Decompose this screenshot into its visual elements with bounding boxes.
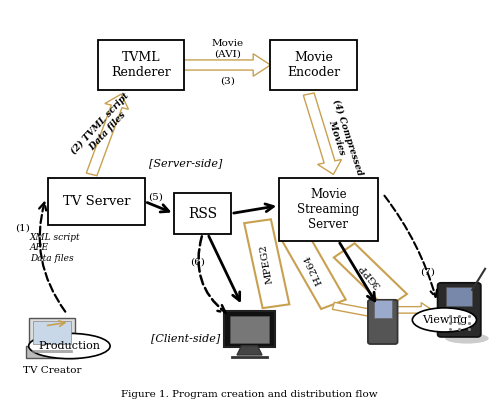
Text: (1): (1): [15, 223, 30, 232]
Text: Figure 1. Program creation and distribution flow: Figure 1. Program creation and distribut…: [121, 389, 378, 399]
FancyBboxPatch shape: [26, 346, 78, 359]
Ellipse shape: [445, 333, 489, 344]
Polygon shape: [237, 346, 262, 355]
Text: (3): (3): [220, 77, 235, 85]
Bar: [270, 40, 357, 90]
Bar: [174, 193, 231, 234]
Text: (2) TVML script
     Data files: (2) TVML script Data files: [69, 91, 138, 163]
Polygon shape: [332, 302, 398, 324]
Text: Viewing: Viewing: [422, 315, 467, 325]
FancyBboxPatch shape: [438, 283, 481, 337]
Text: (7): (7): [420, 267, 435, 276]
Text: TV Creator: TV Creator: [23, 365, 81, 374]
FancyBboxPatch shape: [368, 300, 398, 344]
Ellipse shape: [28, 333, 110, 359]
FancyBboxPatch shape: [446, 287, 472, 306]
Bar: [279, 178, 378, 241]
Text: Movie
(AVI): Movie (AVI): [211, 39, 244, 59]
Text: (5): (5): [148, 193, 163, 202]
Ellipse shape: [412, 308, 477, 332]
Bar: [48, 178, 145, 225]
Polygon shape: [281, 230, 346, 309]
Text: (4) Compressed
      Movies: (4) Compressed Movies: [321, 98, 364, 180]
Bar: [98, 40, 184, 90]
Text: TVML
Renderer: TVML Renderer: [111, 51, 171, 79]
Text: Movie
Streaming
Server: Movie Streaming Server: [297, 188, 360, 231]
Text: (6): (6): [190, 257, 205, 266]
Polygon shape: [334, 243, 407, 308]
Polygon shape: [184, 54, 270, 76]
FancyBboxPatch shape: [29, 317, 75, 347]
Text: TV Server: TV Server: [63, 195, 130, 208]
FancyBboxPatch shape: [225, 311, 274, 348]
Polygon shape: [86, 94, 128, 176]
Polygon shape: [390, 303, 432, 317]
FancyBboxPatch shape: [230, 316, 269, 343]
Text: [Server-side]: [Server-side]: [149, 158, 222, 168]
Text: [Client-side]: [Client-side]: [151, 333, 220, 343]
Text: RSS: RSS: [188, 206, 217, 221]
FancyBboxPatch shape: [374, 300, 392, 318]
Text: Movie
Encoder: Movie Encoder: [287, 51, 340, 79]
Text: Production: Production: [38, 341, 100, 351]
Text: MPEG2: MPEG2: [259, 243, 274, 284]
FancyBboxPatch shape: [33, 321, 71, 344]
Polygon shape: [303, 93, 341, 174]
Text: XML script
APE
Data files: XML script APE Data files: [30, 233, 80, 263]
Text: 3GPP: 3GPP: [358, 262, 383, 290]
Text: H.264: H.264: [303, 253, 324, 286]
Polygon shape: [244, 219, 289, 308]
